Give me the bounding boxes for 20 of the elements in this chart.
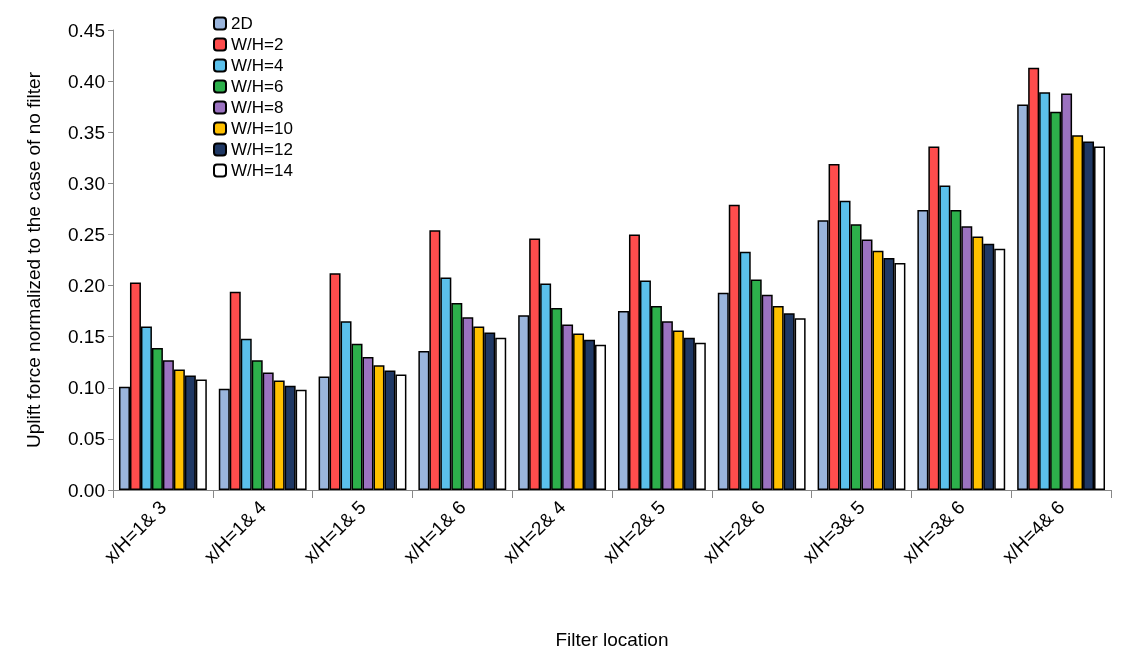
legend-label: W/H=10 [231,119,293,138]
legend-label: 2D [231,14,253,33]
y-tick-label: 0.25 [68,223,105,245]
legend-label: W/H=6 [231,77,284,96]
y-tick-label: 0.15 [68,326,105,348]
y-tick-label: 0.40 [68,70,105,92]
legend-label: W/H=14 [231,161,293,180]
y-tick-label: 0.20 [68,275,105,297]
y-axis-title: Uplift force normalized to the case of no filter [22,71,44,448]
legend-label: W/H=8 [231,98,284,117]
y-tick-label: 0.05 [68,428,105,450]
y-tick-label: 0.45 [68,19,105,41]
x-axis-title: Filter location [555,629,669,650]
y-tick-label: 0.10 [68,377,105,399]
y-tick-label: 0.00 [68,479,105,501]
legend-label: W/H=12 [231,140,293,159]
legend-label: W/H=4 [231,56,284,75]
legend-label: W/H=2 [231,35,284,54]
y-tick-label: 0.35 [68,121,105,143]
y-tick-label: 0.30 [68,172,105,194]
